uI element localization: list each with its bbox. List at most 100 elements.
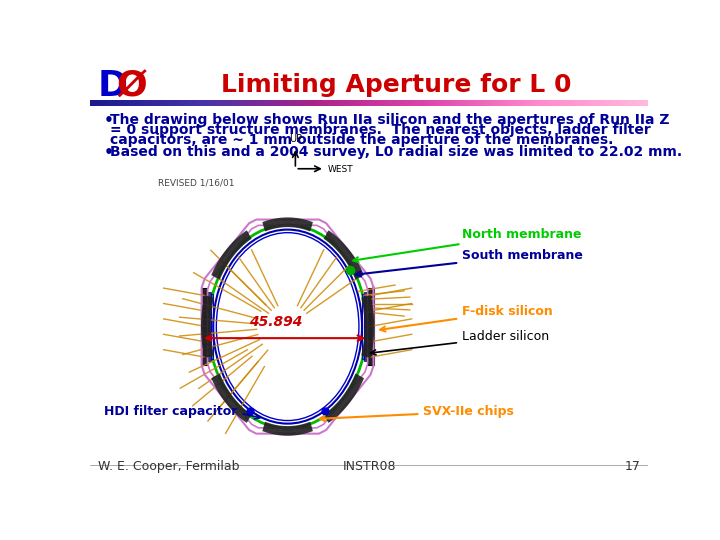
Bar [540,100,543,106]
Bar [566,100,569,106]
Bar [222,100,225,106]
Bar [148,100,150,106]
Bar [135,100,138,106]
Bar [291,100,294,106]
Bar [412,100,415,106]
Bar [289,100,292,106]
Bar [186,100,189,106]
Bar [620,100,623,106]
Bar [570,100,572,106]
Bar [332,100,334,106]
Text: 45.894: 45.894 [249,315,302,329]
Bar [464,100,467,106]
Bar [248,100,251,106]
Bar [547,100,550,106]
Bar [201,288,207,365]
Bar [274,100,276,106]
Bar [546,100,549,106]
Bar [94,100,96,106]
Bar [400,100,403,106]
Bar [432,100,435,106]
Bar [498,100,500,106]
Bar [304,100,307,106]
Bar [514,100,517,106]
Bar [285,100,288,106]
Text: South membrane: South membrane [356,249,583,276]
Bar [378,100,381,106]
Bar [211,294,213,359]
Bar [313,100,316,106]
Bar [352,100,355,106]
Bar [302,100,305,106]
Bar [282,100,284,106]
Bar [240,100,243,106]
Bar [449,100,451,106]
Bar [145,100,148,106]
Bar [534,100,537,106]
Bar [616,100,619,106]
Bar [418,100,420,106]
Bar [451,100,454,106]
Bar [205,100,208,106]
Bar [406,100,409,106]
Bar [280,100,282,106]
Bar [155,100,158,106]
Bar [243,100,245,106]
Bar [338,100,340,106]
Bar [114,100,117,106]
Bar [326,100,329,106]
Bar [207,292,211,361]
Bar [469,100,472,106]
Bar [230,100,232,106]
Bar [198,100,200,106]
Bar [323,100,325,106]
Bar [395,100,397,106]
Bar [336,100,338,106]
Text: W. E. Cooper, Fermilab: W. E. Cooper, Fermilab [98,460,239,473]
Bar [209,100,212,106]
Bar [557,100,559,106]
Bar [387,100,390,106]
Bar [419,100,422,106]
Bar [641,100,643,106]
Bar [549,100,552,106]
Bar [579,100,582,106]
Bar [131,100,133,106]
Bar [606,100,608,106]
Bar [460,100,463,106]
Bar [440,100,442,106]
Bar [421,100,423,106]
Bar [151,100,154,106]
Bar [307,100,310,106]
Bar [414,100,416,106]
Bar [453,100,455,106]
Bar [172,100,174,106]
Bar [211,100,214,106]
Bar [596,100,598,106]
Text: Based on this and a 2004 survey, L0 radial size was limited to 22.02 mm.: Based on this and a 2004 survey, L0 radi… [110,145,683,159]
Bar [574,100,576,106]
Bar [410,100,413,106]
Bar [526,100,528,106]
Bar [644,100,647,106]
Bar [107,100,109,106]
Bar [90,100,93,106]
Bar [293,100,295,106]
Bar [472,100,474,106]
Bar [199,100,202,106]
Bar [320,100,323,106]
Bar [361,100,364,106]
Bar [333,100,336,106]
Bar [161,100,163,106]
Bar [495,100,498,106]
Bar [297,100,299,106]
Bar [622,100,624,106]
Bar [300,100,303,106]
Bar [444,100,446,106]
Bar [192,100,195,106]
Bar [593,100,595,106]
Bar [377,100,379,106]
Bar [393,100,396,106]
Bar [598,100,600,106]
Bar [138,100,141,106]
